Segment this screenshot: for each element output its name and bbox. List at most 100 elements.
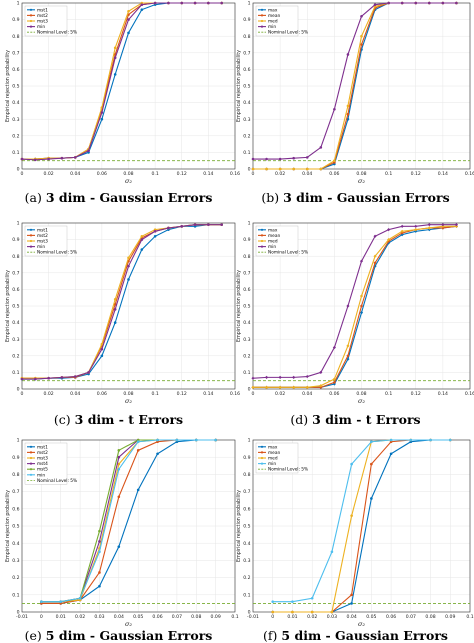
data-point-min [207, 1, 210, 5]
data-point-max [414, 229, 418, 233]
data-point-min [455, 1, 458, 5]
data-point-min [175, 438, 179, 442]
legend-entry: max [268, 228, 278, 233]
data-point-min [193, 1, 197, 5]
legend-entry: Nominal Level: 5% [37, 478, 77, 484]
y-tick-label: 0.6 [243, 287, 250, 293]
y-tick-label: 0.3 [12, 558, 19, 564]
legend-entry: mst1 [37, 7, 48, 13]
x-tick-label: 0.16 [465, 171, 474, 177]
data-point-min [305, 156, 309, 159]
data-point-min [98, 550, 101, 554]
x-axis-label: σ₂ [125, 397, 132, 405]
data-point-mean [350, 593, 353, 597]
x-tick-label: 0.08 [123, 171, 133, 177]
data-point-mean [346, 112, 350, 116]
legend-marker [29, 245, 33, 248]
y-axis-label: Empirical rejection probability [236, 270, 242, 342]
x-tick-label: 0.16 [465, 391, 474, 397]
data-point-min [319, 370, 323, 374]
chart-panel-5: 00.10.20.30.40.50.60.70.80.91-0.01 0 0.01 0… [236, 438, 474, 628]
legend-marker [29, 462, 33, 465]
data-point-min [359, 259, 364, 263]
data-point-min [153, 1, 157, 5]
data-point-mst1 [127, 31, 130, 35]
x-axis-label: σ₂ [358, 397, 365, 405]
data-point-med [454, 224, 459, 228]
data-point-min [387, 1, 390, 5]
legend-entry: mst3 [37, 456, 48, 462]
x-tick-label: 0.09 [211, 614, 221, 620]
data-point-med [441, 224, 445, 228]
x-tick-label: 0.12 [177, 171, 187, 177]
caption-f-title: 5 dim - Gaussian Errors [281, 628, 448, 643]
y-tick-label: 0 [17, 167, 20, 173]
data-point-mst1 [156, 452, 159, 456]
data-point-med [278, 385, 282, 389]
y-tick-label: 0.9 [243, 455, 250, 461]
y-tick-label: 0.3 [12, 117, 19, 123]
data-point-mst4 [98, 540, 101, 543]
axes-box [21, 439, 236, 613]
data-point-min [264, 375, 269, 379]
data-point-min [207, 223, 210, 226]
data-point-min [330, 550, 334, 554]
data-point-min [60, 376, 64, 379]
data-point-mean [373, 261, 377, 265]
axes-box [252, 222, 471, 390]
y-tick-label: 0.2 [243, 133, 250, 139]
data-point-min [292, 156, 295, 160]
data-point-max [370, 497, 373, 500]
data-point-min [305, 374, 309, 379]
legend-entry: mst2 [37, 233, 48, 239]
x-tick-label: 0.06 [329, 391, 339, 397]
y-tick-label: 0.1 [12, 592, 19, 598]
y-tick-label: 0.6 [12, 506, 19, 512]
legend-entry: mst2 [37, 13, 48, 19]
x-tick-label: 0.06 [152, 614, 162, 620]
legend-marker [260, 19, 264, 23]
data-point-min [387, 228, 391, 232]
y-axis-label: Empirical rejection probability [5, 270, 11, 342]
data-point-min [278, 157, 282, 161]
data-point-min [47, 376, 50, 380]
y-tick-label: 0.4 [12, 320, 19, 326]
caption-e-label: (e) [24, 628, 42, 643]
data-point-min [428, 1, 431, 5]
legend-marker [260, 445, 264, 448]
x-tick-label: 0.1 [385, 391, 392, 397]
chart-panel-0: 0 0.1 0.2 0.3 0.4 0.5 0.6 0.7 0.8 0.9 1 0 0.02 0.04 0.… [5, 1, 240, 185]
caption-f: (f) 5 dim - Gaussian Errors [237, 628, 474, 643]
x-tick-label: 0.02 [275, 391, 285, 397]
data-point-mst1 [113, 73, 117, 76]
y-tick-label: 1 [248, 221, 251, 227]
legend-marker [29, 25, 33, 28]
data-point-mst2 [113, 303, 117, 306]
caption-c-label: (c) [53, 412, 71, 427]
data-point-mean [319, 385, 323, 389]
data-point-min [373, 3, 377, 6]
x-axis-label: σ₂ [358, 177, 365, 185]
y-tick-label: 0.8 [243, 472, 250, 478]
x-tick-label: 0.06 [329, 171, 339, 177]
series-line-min [21, 2, 222, 161]
data-point-min [34, 158, 37, 162]
data-point-min [448, 438, 452, 442]
x-tick-label: 0.08 [123, 391, 133, 397]
y-tick-label: 0.7 [12, 270, 19, 276]
legend-marker [260, 25, 264, 28]
y-tick-label: 0.6 [243, 67, 250, 73]
caption-a-title: 3 dim - Gaussian Errors [45, 190, 213, 205]
y-tick-label: 0.4 [243, 541, 250, 547]
y-tick-label: 0.6 [12, 67, 19, 73]
x-tick-label: 0 [40, 614, 43, 620]
data-point-min [220, 1, 223, 5]
data-point-min [87, 371, 90, 374]
legend-marker [29, 239, 33, 243]
legend-entry: Nominal Level: 5% [37, 30, 77, 36]
data-point-min [73, 375, 77, 378]
y-tick-label: 0.7 [243, 50, 250, 56]
data-point-min [100, 111, 104, 114]
data-point-min [265, 157, 268, 161]
data-point-min [350, 462, 353, 466]
